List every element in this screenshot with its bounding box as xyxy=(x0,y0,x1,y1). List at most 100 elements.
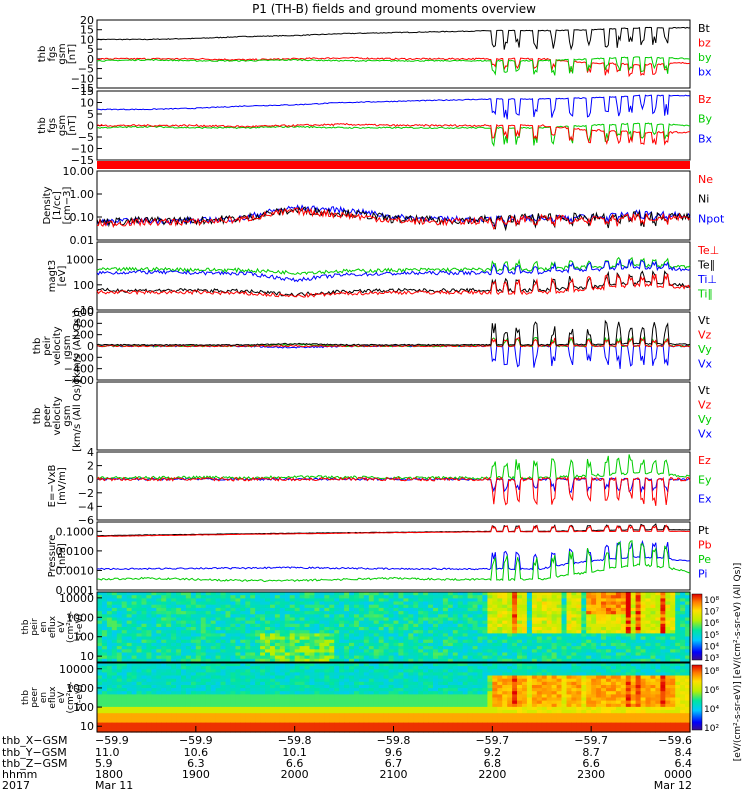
spec-cell-peer xyxy=(433,681,439,686)
spec-cell-peer xyxy=(378,697,385,702)
spec-cell-peir xyxy=(181,601,187,606)
spec-cell-peir xyxy=(502,649,508,654)
spec-cell-peer xyxy=(121,685,128,689)
spec-cell-peer xyxy=(245,678,251,683)
spec-cell-peir xyxy=(482,617,488,622)
spec-cell-peer xyxy=(447,700,454,705)
spec-cell-peir xyxy=(289,652,296,657)
spec-cell-peer xyxy=(141,713,147,717)
spec-cell-peir xyxy=(181,611,187,615)
spec-cell-peir xyxy=(428,617,434,622)
spec-cell-peer xyxy=(546,675,553,680)
spec-cell-peer xyxy=(106,716,113,720)
spec-cell-peir xyxy=(200,617,207,622)
spec-cell-peer xyxy=(645,681,651,686)
spec-cell-peir xyxy=(561,614,567,619)
spec-cell-peer xyxy=(265,675,271,680)
spec-cell-peer xyxy=(423,675,429,680)
spec-cell-peir xyxy=(536,607,543,612)
spec-cell-peer xyxy=(586,697,592,702)
spec-cell-peer xyxy=(111,669,118,673)
spec-cell-peir xyxy=(240,633,246,638)
spec-cell-peer xyxy=(398,703,404,708)
spec-cell-peir xyxy=(121,614,128,619)
spec-cell-peir xyxy=(195,614,202,619)
spec-cell-peer xyxy=(655,672,661,677)
spec-cell-peir xyxy=(319,642,325,647)
spec-cell-peir xyxy=(265,652,271,657)
spec-cell-peir xyxy=(334,633,340,638)
spec-cell-peir xyxy=(279,646,286,650)
spec-cell-peir xyxy=(294,623,301,628)
spec-cell-peir xyxy=(185,623,192,628)
spec-cell-peer xyxy=(551,710,558,714)
spec-cell-peir xyxy=(274,630,281,634)
spec-cell-peer xyxy=(591,700,597,705)
spec-cell-peir xyxy=(517,623,523,628)
spec-cell-peer xyxy=(151,706,157,711)
spec-cell-peer xyxy=(344,691,350,695)
spec-cell-peir xyxy=(260,658,266,663)
spec-cell-peer xyxy=(166,688,172,692)
spec-cell-peer xyxy=(561,685,567,689)
spec-cell-peer xyxy=(121,666,128,670)
spec-cell-peer xyxy=(304,710,310,714)
spec-cell-peir xyxy=(522,630,528,634)
spec-cell-peir xyxy=(655,598,661,603)
spec-cell-peir xyxy=(670,623,676,628)
spec-cell-peir xyxy=(640,633,647,638)
spec-cell-peer xyxy=(462,675,469,680)
spec-cell-peer xyxy=(388,694,395,699)
spec-cell-peir xyxy=(675,649,681,654)
ylabel-fgs: fgs xyxy=(47,46,58,61)
spec-cell-peer xyxy=(161,691,167,695)
spec-cell-peir xyxy=(408,630,414,634)
spec-cell-peer xyxy=(279,691,286,695)
spec-cell-peir xyxy=(339,620,345,625)
spec-cell-peir xyxy=(121,595,128,599)
spec-cell-peir xyxy=(546,611,553,615)
spec-cell-peer xyxy=(245,666,251,670)
spec-cell-peir xyxy=(645,614,651,619)
spec-cell-peer xyxy=(433,688,439,692)
spec-cell-peir xyxy=(279,592,286,596)
spec-cell-peir xyxy=(438,649,444,654)
spec-cell-peer xyxy=(210,678,217,683)
spec-cell-peir xyxy=(354,627,360,631)
spec-cell-peer xyxy=(260,666,266,670)
spec-cell-peer xyxy=(447,694,454,699)
spec-cell-peir xyxy=(477,623,483,628)
spec-cell-peer xyxy=(185,706,192,711)
spec-cell-peir xyxy=(116,592,123,596)
spec-cell-peir xyxy=(383,627,390,631)
spec-cell-peir xyxy=(200,652,207,657)
spec-cell-peir xyxy=(408,592,414,596)
spec-cell-peer xyxy=(176,716,182,720)
spec-cell-peir xyxy=(408,627,414,631)
spec-cell-peer xyxy=(452,672,459,677)
spec-cell-peir xyxy=(314,633,320,638)
spec-cell-peir xyxy=(665,652,671,657)
spec-cell-peer xyxy=(630,697,637,702)
spec-cell-peer xyxy=(255,691,261,695)
spec-cell-peir xyxy=(645,633,651,638)
spec-cell-peer xyxy=(418,713,424,717)
ytick-label-fgs2: −5 xyxy=(78,131,94,144)
spec-cell-peer xyxy=(294,685,301,689)
spec-cell-peir xyxy=(235,623,241,628)
spec-cell-peer xyxy=(467,685,474,689)
spec-cell-peer xyxy=(195,691,202,695)
spec-cell-peer xyxy=(101,710,108,714)
spec-cell-peir xyxy=(363,636,370,641)
spec-cell-peir xyxy=(354,614,360,619)
spec-cell-peer xyxy=(240,688,246,692)
spec-cell-peir xyxy=(304,592,310,596)
spec-cell-peir xyxy=(487,652,493,657)
spec-cell-peir xyxy=(507,652,513,657)
spec-cell-peer xyxy=(136,681,142,686)
spec-cell-peir xyxy=(655,617,661,622)
spec-cell-peir xyxy=(279,627,286,631)
spec-cell-peer xyxy=(526,700,533,705)
spec-cell-peer xyxy=(457,688,464,692)
spec-cell-peir xyxy=(344,633,350,638)
